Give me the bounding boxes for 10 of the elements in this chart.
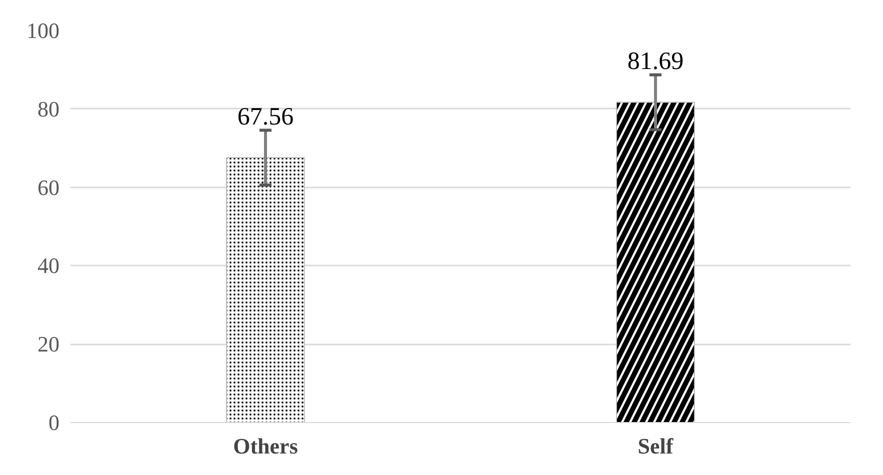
- x-tick-label: Self: [638, 434, 674, 458]
- y-tick-label: 0: [48, 410, 60, 435]
- y-tick-label: 20: [38, 332, 60, 357]
- x-tick-label: Others: [233, 434, 298, 458]
- data-label: 81.69: [627, 48, 684, 75]
- y-tick-label: 60: [38, 174, 60, 200]
- y-tick-label: 100: [26, 18, 60, 43]
- data-label: 67.56: [237, 103, 294, 130]
- y-tick-label: 80: [38, 96, 60, 122]
- y-tick-label: 40: [38, 253, 60, 278]
